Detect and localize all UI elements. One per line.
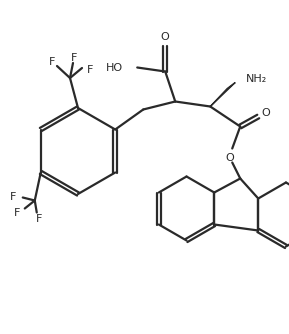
Text: F: F [87,65,93,75]
Text: O: O [226,153,235,163]
Polygon shape [210,82,235,107]
Text: F: F [49,57,55,67]
Text: O: O [262,108,271,118]
Text: F: F [14,207,20,217]
Text: O: O [161,31,170,41]
Text: F: F [71,53,77,63]
Text: HO: HO [106,62,123,72]
Text: F: F [36,213,42,223]
Text: NH₂: NH₂ [246,73,268,84]
Text: F: F [10,191,16,201]
